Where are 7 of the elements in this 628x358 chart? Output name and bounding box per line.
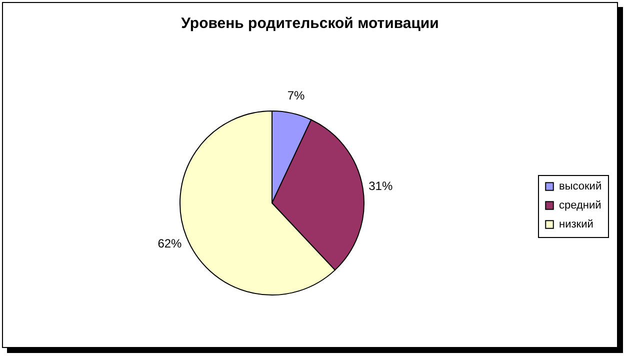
legend-label: средний — [559, 200, 602, 212]
data-label: 7% — [287, 88, 305, 103]
legend-label: высокий — [559, 180, 602, 192]
data-label: 62% — [158, 236, 182, 250]
chart-title: Уровень родительской мотивации — [181, 15, 439, 32]
legend-label: низкий — [559, 218, 594, 230]
data-label: 31% — [368, 178, 393, 193]
